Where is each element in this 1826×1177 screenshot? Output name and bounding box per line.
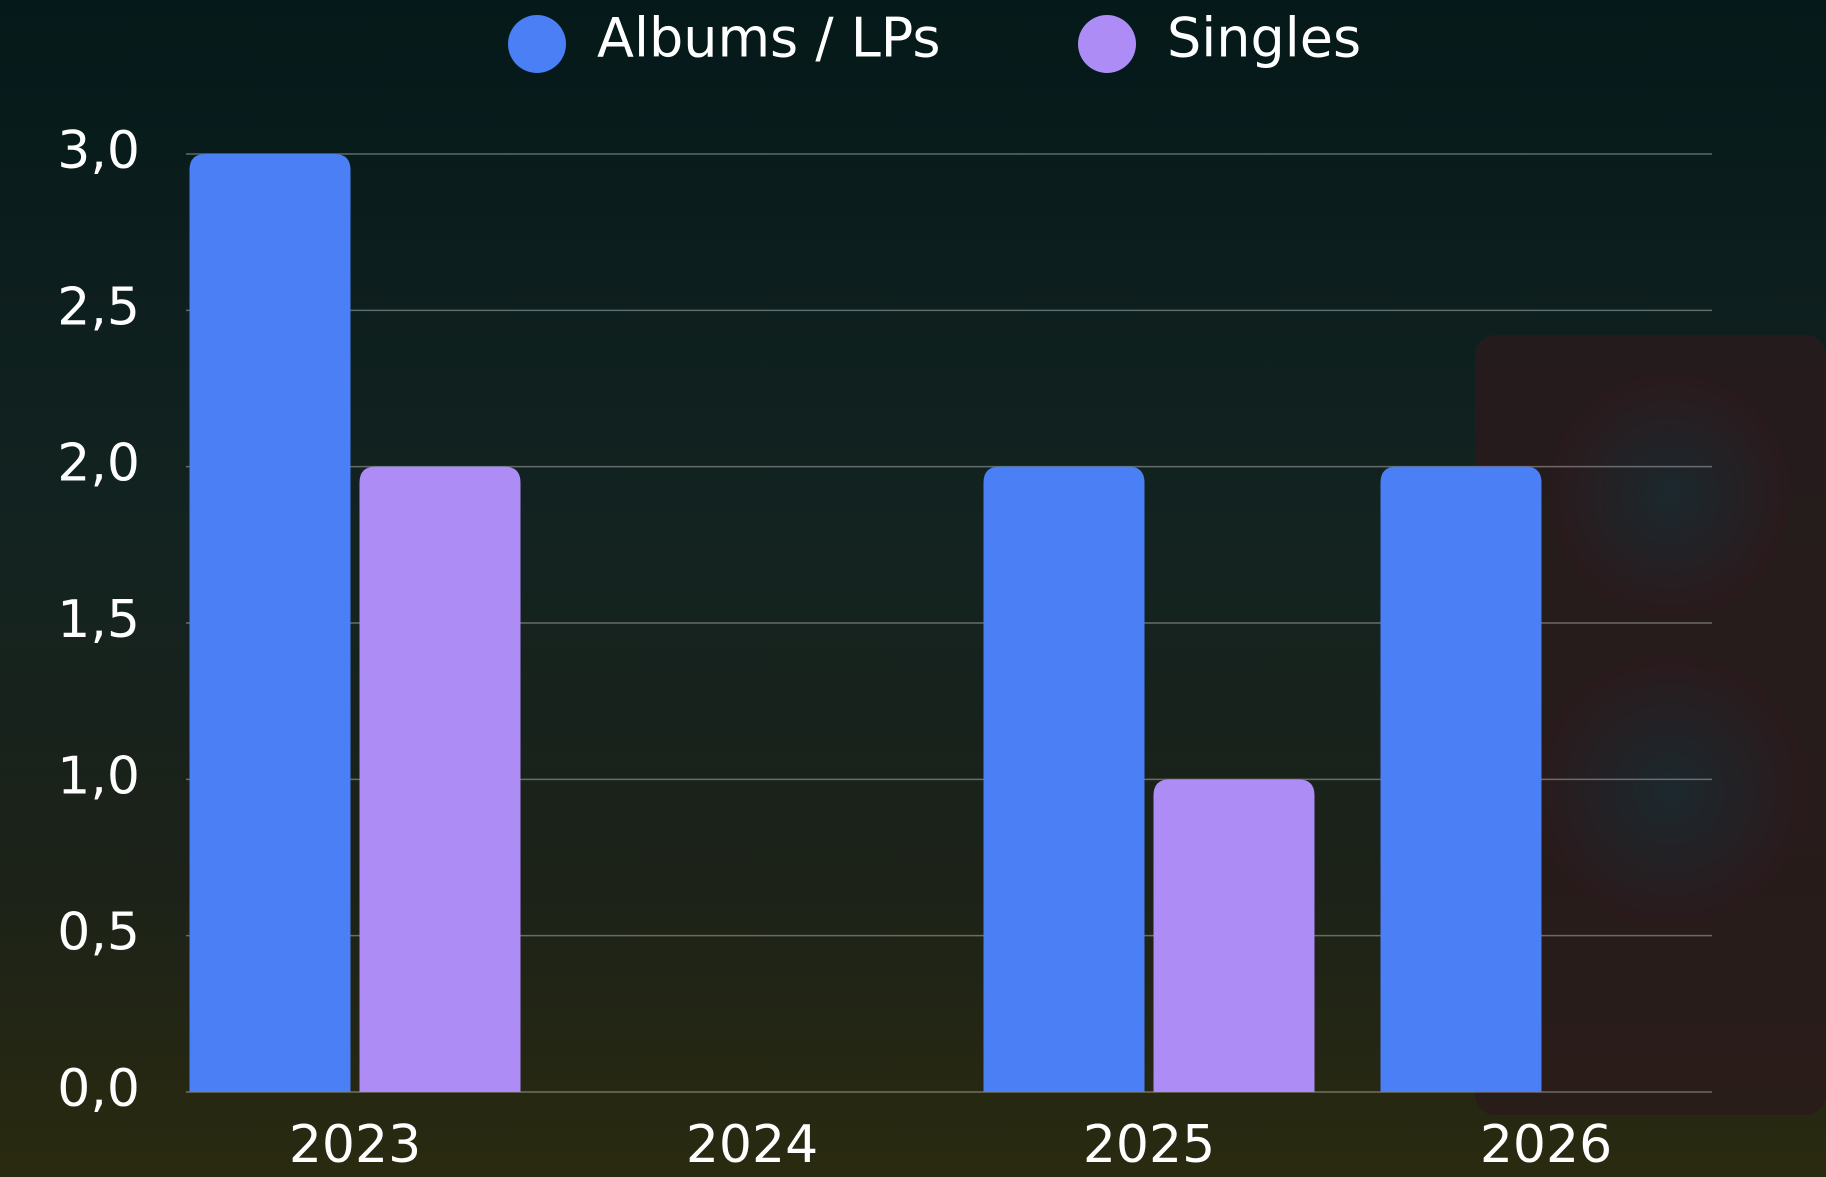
legend: Albums / LPs Singles <box>508 7 1361 73</box>
bar <box>360 467 521 1092</box>
y-tick-label: 2,5 <box>57 277 140 337</box>
y-tick-label: 3,0 <box>57 121 140 181</box>
bar <box>1381 467 1542 1092</box>
y-tick-label: 1,0 <box>57 746 140 806</box>
speaker-cone <box>1550 375 1790 615</box>
page: {"chart_data": {"type": "bar", "categori… <box>0 0 1826 1177</box>
y-tick-label: 0,0 <box>57 1059 140 1119</box>
x-tick-label: 2026 <box>1480 1115 1612 1175</box>
x-tick-label: 2024 <box>686 1115 818 1175</box>
y-tick-label: 1,5 <box>57 590 140 650</box>
legend-label: Albums / LPs <box>597 7 941 70</box>
chart: Albums / LPs Singles 0,0 0,5 1,0 1,5 2,0 2,5 3,… <box>0 0 1826 1177</box>
legend-swatch <box>1078 15 1136 73</box>
bar <box>984 467 1145 1092</box>
speaker-cone <box>1535 655 1805 925</box>
legend-swatch <box>508 15 566 73</box>
bar <box>1154 779 1315 1092</box>
x-tick-label: 2023 <box>289 1115 421 1175</box>
x-tick-label: 2025 <box>1083 1115 1215 1175</box>
bar <box>190 154 351 1092</box>
y-tick-label: 2,0 <box>57 434 140 494</box>
legend-label: Singles <box>1167 7 1361 70</box>
y-tick-label: 0,5 <box>57 903 140 963</box>
